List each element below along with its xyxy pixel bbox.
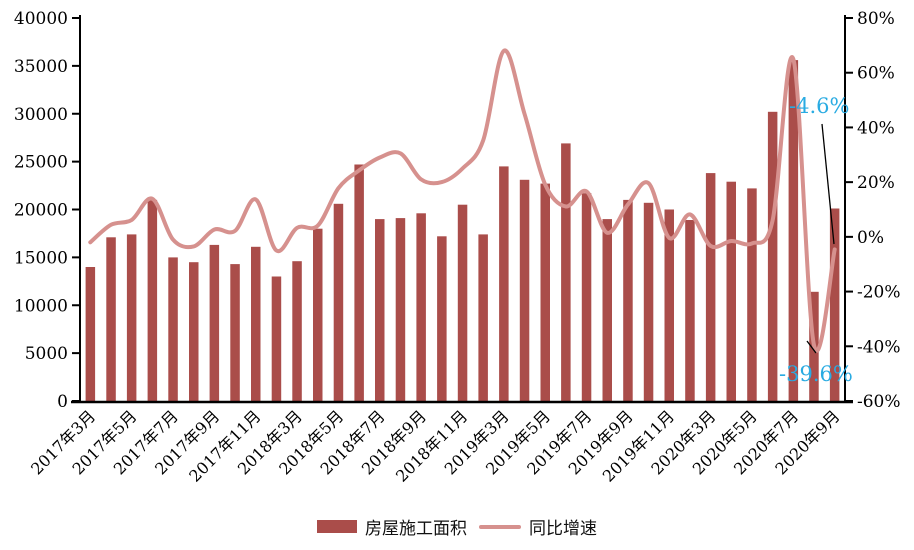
x-axis-labels: 2017年3月2017年5月2017年7月2017年9月2017年11月2018… <box>27 406 843 485</box>
bar <box>126 234 137 401</box>
left-axis-tick-label: 25000 <box>14 153 68 173</box>
bar <box>106 237 116 401</box>
left-axis-tick-label: 0 <box>57 392 68 412</box>
left-axis-tick-label: 15000 <box>14 248 68 268</box>
bar <box>375 219 385 401</box>
bar <box>457 204 468 401</box>
legend-item-yoy-growth: 同比增速 <box>479 514 597 539</box>
bar <box>623 199 633 401</box>
bar <box>271 276 282 401</box>
right-y-axis-labels: 80% 60% 40% 20% 0% -20% -40% -60% <box>857 9 901 412</box>
bar <box>602 219 612 401</box>
right-axis-tick-label: 0% <box>857 228 884 248</box>
bar-swatch-icon <box>317 520 357 533</box>
right-axis-tick-label: 20% <box>857 173 895 193</box>
bar <box>561 143 571 401</box>
bar <box>168 257 178 401</box>
annotations-group: -4.6% -39.6% <box>779 94 853 386</box>
legend: 房屋施工面积 同比增速 <box>0 514 914 539</box>
line-series-group <box>88 48 837 353</box>
bar <box>747 188 757 401</box>
bar <box>478 234 488 401</box>
right-axis-tick-label: -40% <box>857 337 901 357</box>
bar <box>829 208 840 401</box>
annotation-leader-line <box>806 340 817 354</box>
bar <box>189 262 199 401</box>
bar <box>147 199 158 401</box>
right-axis-tick-label: -20% <box>857 283 901 303</box>
bar <box>333 203 344 401</box>
bar <box>499 166 509 401</box>
bar <box>685 220 695 401</box>
left-y-axis-labels: 40000 35000 30000 25000 20000 15000 10000 5000 0 <box>14 9 68 412</box>
left-axis-tick-label: 5000 <box>25 344 68 364</box>
bar <box>643 202 654 401</box>
annotation-label: -4.6% <box>789 94 849 118</box>
bar <box>85 267 96 401</box>
bar <box>416 213 426 401</box>
yoy-growth-line <box>88 48 837 353</box>
bar <box>313 228 323 401</box>
bar <box>581 193 592 401</box>
left-axis-tick-label: 35000 <box>14 57 68 77</box>
bar <box>354 164 364 401</box>
bar <box>664 209 674 401</box>
bar <box>767 111 778 402</box>
bar <box>437 236 447 401</box>
axes-group <box>71 15 853 404</box>
line-swatch-icon <box>479 524 521 529</box>
bar <box>788 60 799 401</box>
left-axis-tick-label: 40000 <box>14 9 68 29</box>
bar <box>209 244 220 401</box>
left-axis-tick-label: 10000 <box>14 296 68 316</box>
right-axis-tick-label: 40% <box>857 118 895 138</box>
bar <box>540 183 550 401</box>
chart-canvas: 2017年3月2017年5月2017年7月2017年9月2017年11月2018… <box>14 9 901 486</box>
left-axis-tick-label: 20000 <box>14 201 68 221</box>
bar <box>395 218 406 401</box>
bar <box>292 261 302 401</box>
left-axis-tick-label: 30000 <box>14 105 68 125</box>
right-axis-tick-label: -60% <box>857 392 901 412</box>
legend-label-yoy-growth: 同比增速 <box>529 519 597 539</box>
annotation-label: -39.6% <box>779 362 853 386</box>
right-axis-tick-label: 60% <box>857 64 895 84</box>
bar <box>726 181 736 401</box>
bar <box>251 246 261 401</box>
right-axis-tick-label: 80% <box>857 9 895 29</box>
bar <box>705 173 716 401</box>
bar <box>519 179 530 401</box>
bar <box>230 264 240 401</box>
annotation-leader-line <box>821 123 835 245</box>
bar-series-group <box>85 60 840 402</box>
legend-item-construction-area: 房屋施工面积 <box>317 514 467 539</box>
legend-label-construction-area: 房屋施工面积 <box>365 519 467 539</box>
